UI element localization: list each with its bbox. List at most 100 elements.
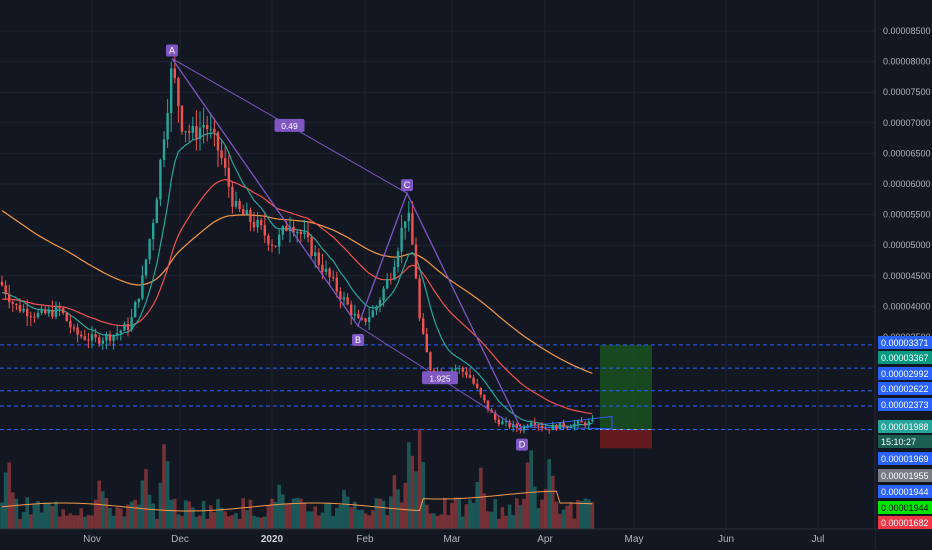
candle-body: [515, 424, 518, 428]
candle-body: [188, 131, 191, 133]
candle-body: [263, 225, 266, 236]
price-label-text: 0.00001955: [881, 471, 929, 481]
candle-body: [324, 268, 328, 272]
volume-bar: [482, 493, 487, 529]
candle-body: [364, 318, 367, 322]
price-tick-label: 0.00008500: [883, 26, 931, 36]
volume-bar: [479, 467, 483, 529]
point-badge-d: [516, 438, 528, 451]
volume-bar: [374, 498, 379, 529]
position-stop-zone: [600, 429, 652, 449]
volume-bar: [173, 498, 177, 529]
volume-bar: [180, 516, 184, 529]
volume-bar: [65, 515, 69, 529]
candle-body: [429, 352, 432, 371]
candle-body: [130, 317, 133, 330]
ratio-badge: [422, 371, 458, 385]
abcd-pattern[interactable]: A B C D 0.49 1.925: [166, 44, 528, 451]
volume-bar: [25, 497, 29, 529]
ratio-badge: [274, 118, 305, 132]
volume-bar: [363, 513, 368, 529]
price-label-bg: [878, 336, 932, 349]
volume-bar: [540, 499, 544, 529]
candle-body: [22, 308, 25, 312]
candle-body: [87, 339, 90, 341]
candle-body: [591, 419, 594, 422]
candle-body: [533, 422, 536, 425]
volume-bar: [32, 503, 37, 529]
price-label-text: 0.00001988: [881, 422, 929, 432]
volume-bar: [50, 505, 55, 529]
candle-body: [108, 334, 112, 341]
candle-body: [371, 310, 374, 318]
candle-body: [8, 294, 11, 303]
volume-bar: [93, 499, 98, 529]
price-label-text: 15:10:27: [881, 437, 916, 447]
time-tick-label: Feb: [356, 534, 374, 545]
candle-body: [310, 237, 313, 256]
volume-bar: [212, 512, 217, 529]
long-position-tool[interactable]: [600, 344, 652, 449]
candle-body: [98, 337, 101, 344]
volume-bar: [18, 518, 22, 529]
candle-body: [454, 368, 457, 370]
candle-body: [292, 226, 295, 233]
candle-body: [569, 426, 572, 428]
candle-body: [213, 128, 216, 133]
volume-bar: [590, 502, 595, 529]
volume-bar: [425, 504, 429, 529]
price-label-bg: [878, 367, 932, 380]
candle-body: [414, 244, 418, 279]
price-tick-label: 0.00006000: [883, 179, 931, 189]
price-axis[interactable]: 0.00008500 0.00008000 0.00007500 0.00007000…: [874, 0, 932, 550]
volume-bar: [453, 497, 458, 529]
candle-body: [198, 127, 202, 139]
volume-bar: [68, 513, 73, 529]
candle-body: [328, 268, 331, 278]
candle-body: [483, 394, 486, 401]
position-target-zone: [600, 344, 652, 430]
volume-bar: [511, 514, 515, 529]
volume-bar: [291, 498, 296, 529]
candle-body: [105, 334, 108, 341]
time-axis[interactable]: Nov Dec 2020 Feb Mar Apr May Jun Jul: [0, 528, 932, 550]
volume-bar: [345, 496, 350, 529]
volume-bar: [439, 514, 443, 529]
volume-bar: [497, 518, 501, 529]
candle-body: [148, 239, 151, 260]
candle-body: [234, 201, 238, 207]
volume-bar: [115, 507, 119, 529]
volume-bar: [101, 491, 105, 529]
candle-body: [152, 223, 155, 240]
point-label-d: D: [519, 440, 526, 450]
candle-body: [584, 422, 587, 426]
candle-body: [126, 323, 130, 330]
volume-bar: [183, 500, 188, 529]
volume-bar: [306, 511, 310, 529]
volume-bar: [302, 502, 307, 529]
candle-body: [472, 377, 475, 384]
price-tick-label: 0.00007000: [883, 118, 931, 128]
volume-bar: [547, 459, 551, 529]
candle-body: [346, 297, 349, 305]
volume-bar: [83, 516, 87, 529]
volume-bar: [471, 503, 476, 529]
candle-body: [18, 305, 22, 312]
candle-body: [465, 371, 468, 376]
candle-body: [317, 252, 320, 265]
volume-bar: [57, 516, 62, 529]
candle-body: [62, 308, 65, 313]
price-tick-label: 0.00006500: [883, 148, 931, 158]
candle-body: [494, 412, 497, 420]
candle-body: [191, 125, 194, 133]
candle-body: [512, 424, 515, 428]
volume-bar: [360, 509, 364, 529]
candle-body: [281, 226, 284, 235]
grid-lines: [0, 0, 875, 529]
candle-body: [353, 313, 356, 316]
volume-bar: [0, 502, 4, 529]
volume-bar: [515, 498, 519, 529]
candle-body: [274, 245, 277, 247]
volume-bar: [414, 471, 418, 529]
